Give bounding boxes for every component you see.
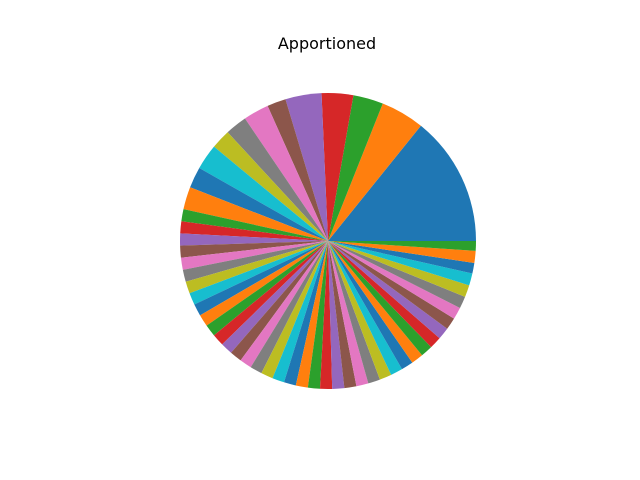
pie-slice [199,146,328,241]
pie-slice [328,241,466,308]
pie-slice [328,241,402,375]
pie-slice [222,241,328,353]
pie-slice [261,241,328,379]
pie-slice [328,241,448,339]
pie-slice [183,187,328,241]
pie-slice [328,241,475,274]
pie-slice [240,241,328,368]
pie-slice [213,241,328,345]
pie-slice [180,233,328,246]
pie-slice [231,241,328,361]
pie-slice [328,241,423,363]
pie-slice [285,93,328,241]
pie-slice [272,241,328,383]
pie-slice [180,241,328,270]
pie-slice [328,241,476,251]
pie-slice [227,118,328,241]
pie-slice [200,241,328,326]
pie-slice [328,241,440,348]
pie-slice [328,241,473,286]
pie-slice [328,241,476,264]
pie-slice [328,241,392,380]
pie-slice [189,241,328,305]
pie-slice [328,241,432,356]
pie-slices [180,92,476,389]
pie-slice [328,241,380,384]
pie-slice [180,241,328,258]
pie-slice [328,241,460,319]
pie-slice [206,241,328,336]
pie-slice [295,241,328,388]
pie-slice [321,92,354,241]
pie-slice [328,241,455,329]
pie-slice [328,103,421,241]
pie-slice [328,241,345,389]
chart-title: Apportioned [278,34,376,53]
pie-slice [328,241,369,387]
pie-slice [213,132,328,241]
pie-slice [244,105,328,241]
pie-slice [328,125,476,241]
pie-slice [328,241,470,297]
pie-slice [185,241,328,294]
pie-slice [328,241,357,389]
pie-slice [194,241,328,316]
pie-slice [250,241,328,374]
pie-slice [307,241,328,389]
pie-slice [181,209,328,241]
pie-slice [284,241,328,386]
pie-slice [328,241,413,370]
pie-slice [182,241,328,282]
pie-slice [319,241,333,389]
pie-slice [180,221,328,241]
pie-slice [190,167,328,241]
pie-slice [267,99,328,241]
pie-slice [328,95,383,241]
